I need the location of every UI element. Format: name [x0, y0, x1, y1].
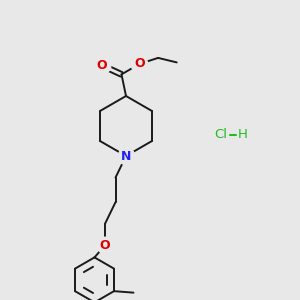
Text: Cl: Cl	[214, 128, 227, 142]
Text: H: H	[238, 128, 248, 142]
Text: N: N	[121, 149, 131, 163]
Text: O: O	[100, 239, 110, 252]
Text: O: O	[134, 57, 145, 70]
Text: O: O	[97, 59, 107, 72]
